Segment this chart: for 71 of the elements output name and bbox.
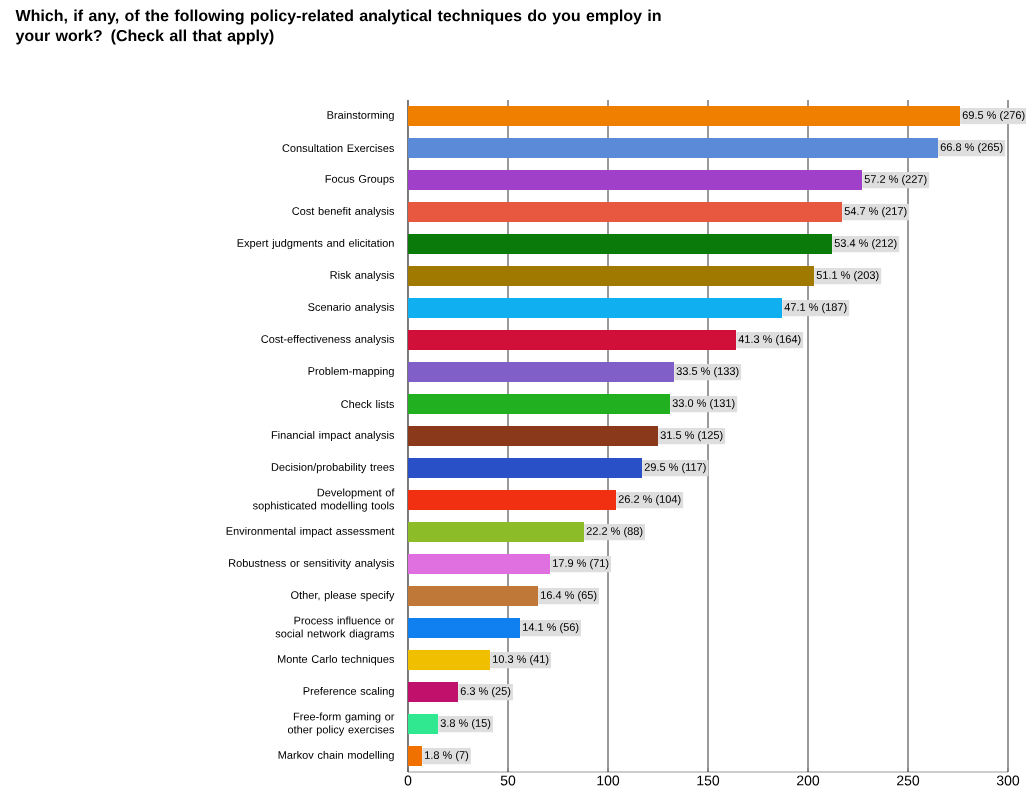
y-tick-label: Cost-effectiveness analysis [261, 334, 395, 346]
y-tick-label: Preference scaling [303, 686, 394, 698]
bar [408, 522, 584, 543]
y-tick-label: Other, please specify [291, 590, 395, 602]
bar [408, 394, 670, 415]
y-tick-label: Focus Groups [325, 175, 395, 185]
bar [408, 298, 782, 319]
bar [408, 426, 658, 447]
bar [408, 554, 550, 575]
data-label: 10.3 % (41) [493, 654, 549, 666]
y-tick-label: Financial impact analysis [271, 430, 395, 442]
y-tick-label: Brainstorming [327, 110, 394, 122]
data-label: 3.8 % (15) [440, 718, 491, 730]
bar [408, 106, 960, 127]
y-tick-label: Scenario analysis [308, 302, 395, 314]
y-tick-label: Development of sophisticated modelling tools [252, 488, 395, 512]
x-tick-label: 150 [697, 775, 720, 786]
y-tick-label: Risk analysis [330, 270, 395, 282]
x-tick-label: 250 [897, 775, 920, 786]
x-tick-label: 200 [797, 775, 820, 786]
y-tick-label: Expert judgments and elicitation [237, 238, 394, 250]
bar [408, 138, 938, 158]
bar [408, 746, 422, 767]
y-tick-label: Check lists [341, 399, 395, 409]
y-tick-label: Robustness or sensitivity analysis [229, 558, 395, 570]
x-tick-label: 300 [996, 775, 1020, 786]
y-tick-label: Monte Carlo techniques [277, 654, 395, 666]
bar [408, 362, 674, 383]
data-label: 33.0 % (131) [672, 398, 735, 410]
bar [408, 650, 490, 671]
data-label: 33.5 % (133) [676, 366, 739, 378]
data-label: 57.2 % (227) [864, 174, 927, 186]
data-label: 69.5 % (276) [962, 110, 1025, 122]
bar [408, 714, 438, 735]
y-tick-label: Markov chain modelling [278, 750, 394, 762]
bar [408, 618, 520, 639]
data-label: 14.1 % (56) [523, 622, 579, 634]
data-label: 54.7 % (217) [844, 206, 907, 218]
data-label: 1.8 % (7) [425, 750, 469, 762]
bar [408, 330, 736, 351]
y-tick-label: Consultation Exercises [282, 143, 395, 153]
data-label: 26.2 % (104) [618, 494, 681, 506]
data-label: 53.4 % (212) [834, 238, 897, 250]
data-label: 17.9 % (71) [553, 558, 609, 570]
x-tick-label: 0 [404, 775, 412, 786]
y-tick-label: Free-form gaming or other policy exercises [287, 712, 395, 736]
bar [408, 490, 616, 511]
data-label: 31.5 % (125) [660, 430, 723, 442]
data-label: 47.1 % (187) [784, 302, 847, 314]
bar [408, 682, 458, 703]
bar [408, 202, 843, 222]
y-tick-label: Process influence or social network diagrams [275, 616, 395, 640]
x-tick-label: 50 [500, 775, 516, 786]
x-tick-label: 100 [597, 775, 620, 786]
data-label: 22.2 % (88) [586, 526, 643, 538]
data-label: 29.5 % (117) [644, 462, 706, 474]
bar [408, 234, 832, 255]
data-label: 51.1 % (203) [816, 270, 879, 282]
chart-title: Which, if any, of the following policy-related analytical techniques do you employ in your work? (Check all that apply) [15, 9, 661, 45]
data-label: 66.8 % (265) [940, 142, 1003, 154]
y-tick-label: Problem-mapping [308, 366, 394, 378]
bar [408, 458, 642, 479]
y-tick-label: Environmental impact assessment [226, 526, 395, 538]
data-label: 41.3 % (164) [738, 334, 801, 346]
y-tick-label: Cost benefit analysis [292, 206, 395, 218]
bar [408, 170, 863, 191]
data-label: 16.4 % (65) [541, 590, 597, 602]
bar [408, 586, 538, 607]
y-tick-label: Decision/probability trees [271, 462, 395, 474]
bar [408, 266, 814, 286]
data-label: 6.3 % (25) [460, 686, 511, 698]
